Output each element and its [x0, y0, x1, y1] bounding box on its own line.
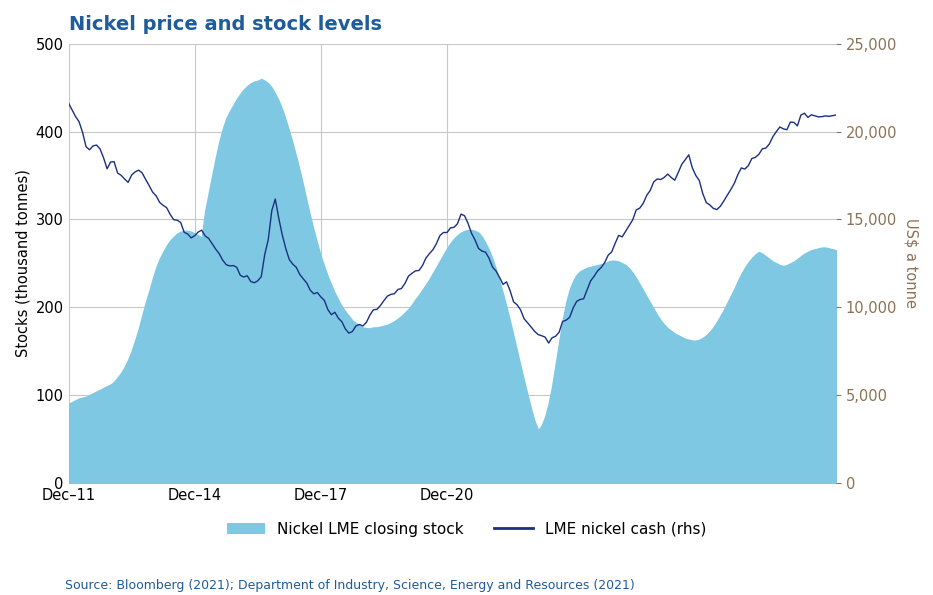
- Text: Source: Bloomberg (2021); Department of Industry, Science, Energy and Resources : Source: Bloomberg (2021); Department of …: [65, 579, 635, 592]
- Text: Nickel price and stock levels: Nickel price and stock levels: [68, 15, 382, 34]
- Legend: Nickel LME closing stock, LME nickel cash (rhs): Nickel LME closing stock, LME nickel cas…: [221, 515, 712, 543]
- Y-axis label: US$ a tonne: US$ a tonne: [903, 218, 918, 308]
- Y-axis label: Stocks (thousand tonnes): Stocks (thousand tonnes): [15, 170, 30, 357]
